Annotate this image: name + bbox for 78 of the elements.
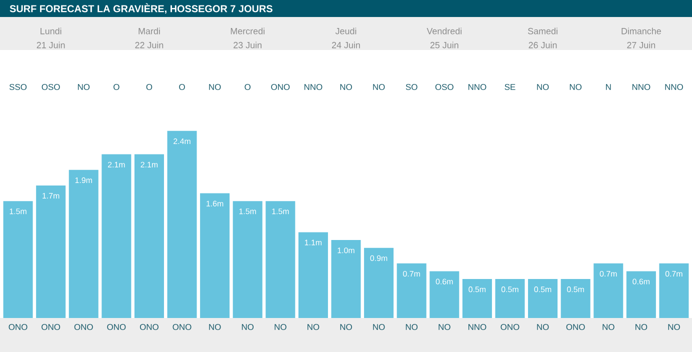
bar (3, 201, 33, 318)
text: NNO (468, 84, 486, 90)
text: Mercredi (230, 28, 264, 34)
x-tick-label: ONO (74, 324, 93, 330)
x-tick-label: NO (406, 324, 418, 330)
bar (232, 201, 262, 318)
bar (659, 263, 689, 318)
x-tick-label: ONO (42, 324, 60, 330)
text: 26 Juin (528, 42, 557, 48)
text: SE (504, 84, 516, 90)
text: 21 Juin (36, 42, 65, 48)
text: Jeudi (335, 28, 356, 34)
bar (331, 240, 361, 318)
text: 23 Juin (234, 42, 262, 48)
text: 27 Juin (627, 42, 656, 48)
x-tick-label: ONO (107, 324, 126, 330)
text: Lundi (40, 28, 62, 34)
bar (68, 170, 98, 318)
text: Mardi (138, 28, 160, 34)
bar (396, 263, 426, 318)
text: SSO (9, 84, 27, 90)
text: OSO (435, 84, 454, 90)
bar (430, 271, 460, 318)
bar (36, 185, 66, 318)
text: Vendredi (426, 28, 462, 34)
text: NO (340, 84, 352, 90)
x-tick-label: ONO (140, 324, 158, 330)
x-tick-label: NO (602, 324, 614, 330)
x-tick-label: NO (209, 324, 221, 330)
bar (134, 154, 164, 318)
x-tick-label: NO (636, 324, 648, 330)
x-tick-label: ONO (566, 324, 585, 330)
x-tick-label: NO (242, 324, 254, 330)
text: Samedi (528, 28, 558, 34)
x-tick-label: NO (373, 324, 385, 330)
text: 22 Juin (135, 42, 164, 48)
bar (495, 279, 525, 318)
x-tick-label: NO (308, 324, 320, 330)
bar (200, 193, 230, 318)
text: NNO (665, 84, 683, 90)
bar (528, 279, 558, 318)
text: NO (570, 84, 582, 90)
bar (626, 271, 656, 318)
x-tick-label: NO (537, 324, 549, 330)
text: NO (537, 84, 549, 90)
text: NO (78, 84, 90, 90)
text: ONO (271, 84, 290, 90)
text: NO (373, 84, 385, 90)
x-tick-label: NO (438, 324, 450, 330)
text: NNO (632, 84, 650, 90)
bar (462, 279, 492, 318)
x-tick-label: NO (340, 324, 352, 330)
text: O (114, 84, 120, 90)
bar (266, 201, 296, 318)
x-tick-label: ONO (500, 324, 520, 330)
text: 25 Juin (430, 42, 458, 48)
bar (102, 154, 132, 318)
text: SO (406, 84, 418, 90)
x-tick-label: NO (668, 324, 680, 330)
bar (364, 248, 394, 318)
x-tick-label: NNO (468, 324, 486, 330)
text: NNO (304, 84, 322, 90)
text: NO (209, 84, 221, 90)
text: N (606, 84, 611, 90)
chart-title: SURF FORECAST LA GRAVIÈRE, HOSSEGOR 7 JOURS (10, 3, 272, 14)
bar (560, 279, 590, 318)
text: O (146, 84, 152, 90)
text: O (244, 84, 251, 90)
bar (167, 130, 197, 318)
text: OSO (42, 84, 60, 90)
x-tick-label: NO (274, 324, 286, 330)
x-tick-label: ONO (172, 324, 192, 330)
text: O (179, 84, 185, 90)
text: 24 Juin (332, 42, 360, 48)
text: Dimanche (622, 28, 661, 34)
bar (298, 232, 328, 318)
x-tick-label: ONO (8, 324, 28, 330)
bar (594, 263, 624, 318)
